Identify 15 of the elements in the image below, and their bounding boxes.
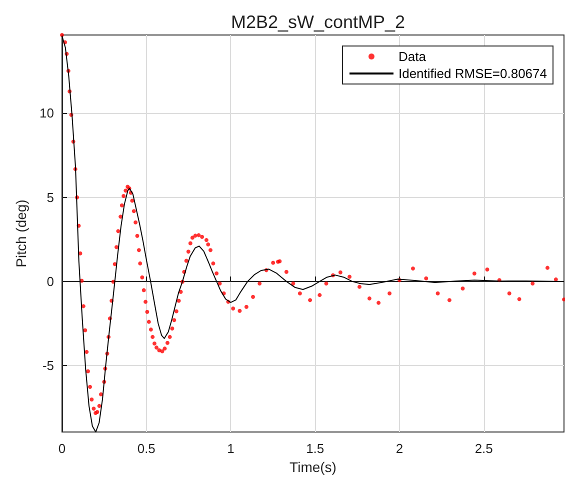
x-tick-label: 0.5 — [137, 441, 156, 456]
x-axis-title: Time(s) — [290, 459, 336, 475]
x-tick-label: 2.5 — [474, 441, 493, 456]
x-tick-label: 1 — [227, 441, 234, 456]
y-tick-label: -5 — [42, 358, 54, 374]
x-tick-label: 2 — [396, 441, 404, 456]
y-tick-label: 0 — [46, 274, 54, 289]
y-tick-label: 5 — [46, 190, 54, 205]
y-tick-label: 10 — [40, 106, 54, 121]
x-tick-label: 0 — [58, 441, 66, 456]
y-axis-title: Pitch (deg) — [13, 200, 29, 268]
chart-title: M2B2_sW_contMP_2 — [230, 12, 406, 32]
legend-label: Identified RMSE=0.80674 — [398, 66, 548, 81]
x-tick-label: 1.5 — [306, 441, 324, 456]
legend-label: Data — [398, 49, 427, 64]
